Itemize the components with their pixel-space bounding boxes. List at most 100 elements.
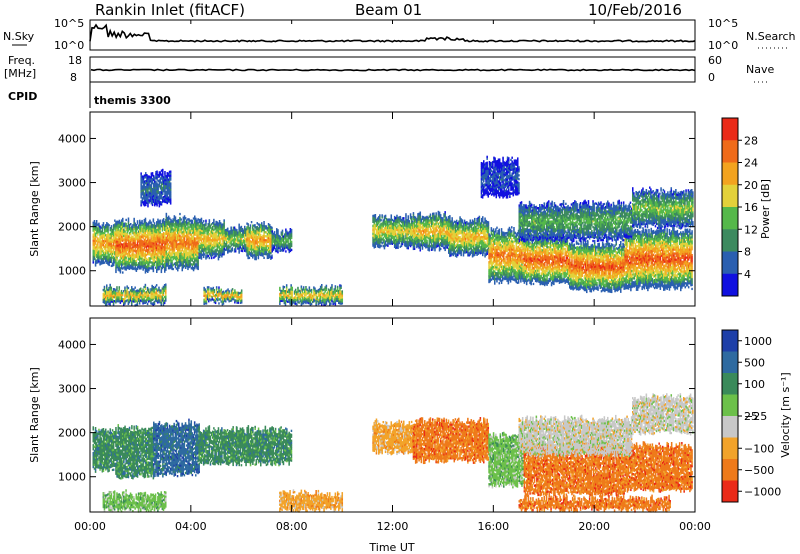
- power-cell-3: [223, 253, 225, 255]
- power-cell-1: [125, 259, 127, 261]
- station-title: Rankin Inlet (fitACF): [95, 1, 245, 19]
- power-cell-1: [149, 220, 151, 222]
- power-cell-2: [197, 262, 199, 264]
- power-cell-1: [154, 264, 156, 266]
- power-cell-1: [130, 233, 132, 235]
- power-cell-1: [159, 220, 161, 222]
- power-cell-0: [94, 220, 96, 222]
- power-cell-1: [153, 266, 155, 268]
- power-cell-3: [205, 220, 207, 222]
- nsky-tick-bottom: 10^0: [54, 39, 84, 52]
- power-cell-0: [108, 224, 110, 226]
- power-cell-2: [174, 249, 176, 251]
- freq-trace: [91, 69, 695, 70]
- power-cell-1: [148, 265, 150, 267]
- power-cell-2: [175, 216, 177, 218]
- power-cell-0: [111, 259, 113, 261]
- power-cell-2: [179, 213, 181, 215]
- power-cell-3: [218, 258, 220, 260]
- power-cell-2: [168, 261, 170, 263]
- power-cell-3: [208, 255, 210, 257]
- power-cell-1: [161, 271, 163, 273]
- power-cell-1: [153, 218, 155, 220]
- freq-tick-top: 18: [68, 54, 82, 67]
- power-cell-1: [115, 271, 117, 273]
- power-cell-1: [122, 271, 124, 273]
- power-cell-2: [178, 267, 180, 269]
- power-cell-1: [120, 269, 122, 271]
- power-cell-1: [145, 218, 147, 220]
- power-cell-0: [93, 261, 95, 263]
- power-cell-1: [137, 222, 139, 224]
- power-cell-2: [166, 213, 168, 215]
- power-cell-0: [96, 220, 98, 222]
- power-cell-1: [128, 222, 130, 224]
- power-cell-1: [133, 220, 135, 222]
- power-cell-3: [201, 257, 203, 259]
- power-cell-1: [163, 218, 165, 220]
- power-cell-3: [209, 257, 211, 259]
- nsky-panel-frame: [90, 20, 695, 50]
- nsky-trace: [90, 25, 695, 42]
- power-heatmap: [93, 156, 694, 307]
- power-cell-2: [177, 269, 179, 271]
- power-cell-2: [197, 264, 199, 266]
- power-cell-1: [122, 218, 124, 220]
- power-cell-3: [205, 222, 207, 224]
- power-cell-3: [209, 219, 211, 221]
- power-cell-2: [192, 220, 194, 222]
- power-cell-1: [149, 251, 151, 253]
- power-cell-1: [120, 271, 122, 273]
- power-cell-3: [201, 220, 203, 222]
- power-cell-1: [145, 220, 147, 222]
- power-cell-3: [205, 224, 207, 226]
- beam-title: Beam 01: [355, 1, 422, 19]
- power-cell-2: [185, 217, 187, 219]
- power-cell-2: [188, 246, 190, 248]
- power-cell-1: [133, 218, 135, 220]
- power-cell-0: [95, 264, 97, 266]
- nave-tick-bottom: 0: [708, 71, 715, 84]
- power-cell-1: [150, 222, 152, 224]
- power-cell-2: [189, 261, 191, 263]
- power-cell-1: [154, 222, 156, 224]
- power-cell-3: [211, 257, 213, 259]
- power-cell-2: [171, 254, 173, 256]
- power-cell-3: [203, 220, 205, 222]
- power-cell-0: [107, 227, 109, 229]
- date-title: 10/Feb/2016: [588, 1, 682, 19]
- power-cell-1: [128, 218, 130, 220]
- power-cell-1: [128, 220, 130, 222]
- power-cell-3: [219, 220, 221, 222]
- power-cell-2: [180, 218, 182, 220]
- power-cell-3: [223, 251, 225, 253]
- power-cell-0: [97, 233, 99, 235]
- power-cell-1: [153, 268, 155, 270]
- power-cell-3: [213, 219, 215, 221]
- power-cell-1: [130, 223, 132, 225]
- power-cell-2: [184, 237, 186, 239]
- power-cell-0: [107, 231, 109, 233]
- power-cell-2: [197, 266, 199, 268]
- power-cell-1: [115, 269, 117, 271]
- power-cell-0: [98, 223, 100, 225]
- power-cell-2: [182, 269, 184, 271]
- power-cell-3: [213, 221, 215, 223]
- power-cell-3: [204, 253, 206, 255]
- power-cell-2: [171, 262, 173, 264]
- nsearch-tick-bottom: 10^0: [708, 39, 738, 52]
- freq-tick-bottom: 8: [70, 71, 77, 84]
- cpid-value: themis 3300: [94, 94, 171, 107]
- power-cell-3: [203, 256, 205, 258]
- freq-label: Freq.: [8, 54, 35, 67]
- power-cell-1: [136, 262, 138, 264]
- cpid-label: CPID: [8, 90, 37, 103]
- power-cell-1: [116, 258, 118, 260]
- power-cell-1: [165, 269, 167, 271]
- power-cell-1: [164, 237, 166, 239]
- power-cell-3: [220, 240, 222, 242]
- nsky-tick-top: 10^5: [54, 17, 84, 30]
- power-cell-1: [127, 233, 129, 235]
- freq-unit: [MHz]: [4, 67, 36, 80]
- power-cell-1: [156, 271, 158, 273]
